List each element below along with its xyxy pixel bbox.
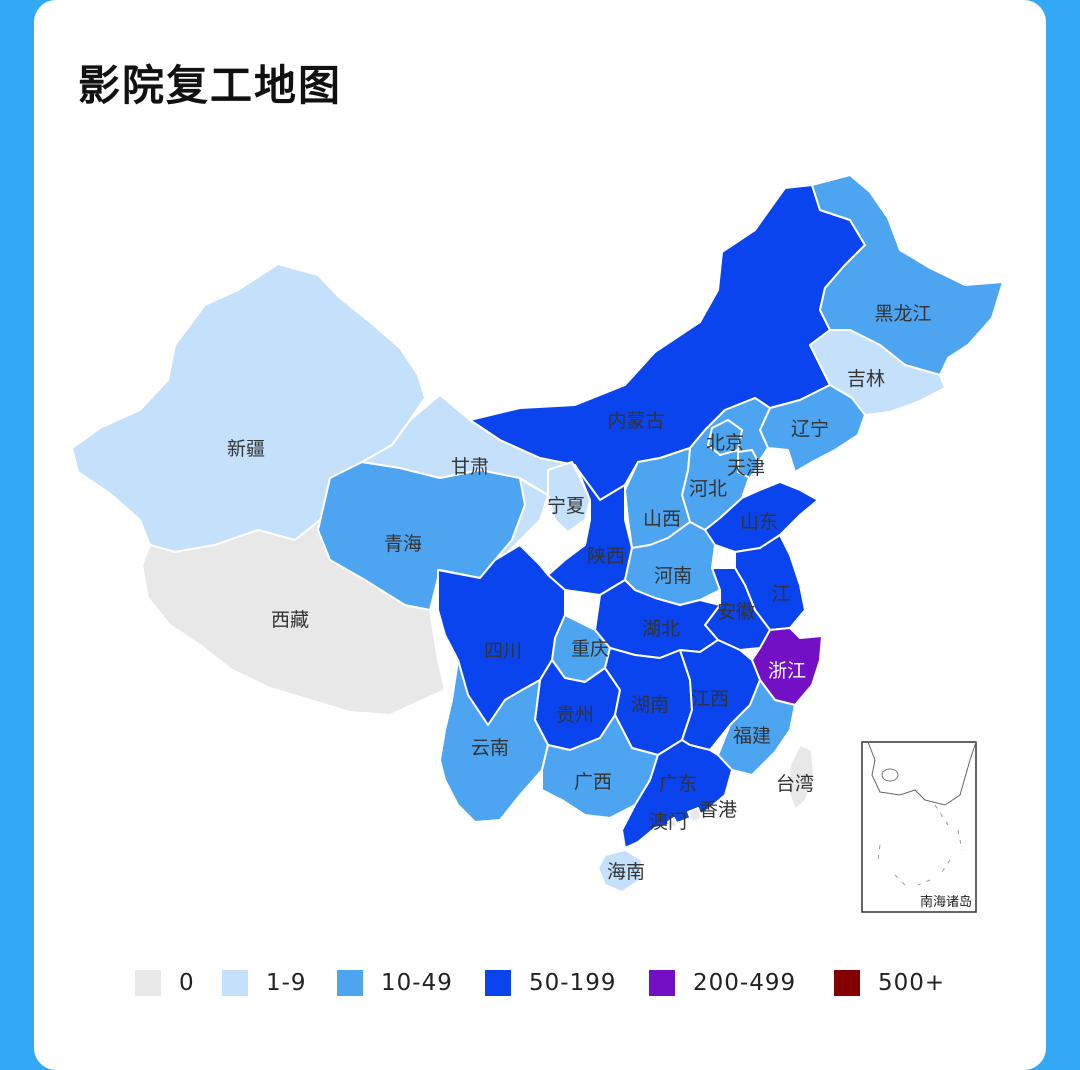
label-xinjiang: 新疆 xyxy=(227,438,265,460)
label-henan: 河南 xyxy=(654,565,692,587)
legend-swatch-0 xyxy=(135,970,161,996)
label-qinghai: 青海 xyxy=(384,533,422,555)
label-shaanxi: 陕西 xyxy=(587,545,625,567)
legend-label-0: 0 xyxy=(179,970,195,996)
region-xianggang[interactable] xyxy=(687,807,703,823)
legend: 0 1-9 10-49 50-199 200-499 500+ xyxy=(0,966,1080,1000)
legend-item-200-499[interactable]: 200-499 xyxy=(649,966,796,1000)
legend-label-1-9: 1-9 xyxy=(266,970,307,996)
legend-swatch-500-plus xyxy=(834,970,860,996)
label-jiangsu: 江 xyxy=(771,583,790,605)
legend-label-10-49: 10-49 xyxy=(381,970,453,996)
label-hainan: 海南 xyxy=(607,861,645,883)
label-fujian: 福建 xyxy=(733,725,771,747)
label-jiangxi: 江西 xyxy=(691,688,729,710)
region-fujian[interactable] xyxy=(717,679,796,776)
label-taiwan: 台湾 xyxy=(776,773,814,795)
label-chongqing: 重庆 xyxy=(571,638,609,660)
label-tianjin: 天津 xyxy=(727,457,765,479)
label-neimenggu: 内蒙古 xyxy=(607,410,664,432)
legend-swatch-1-9 xyxy=(222,970,248,996)
label-ningxia: 宁夏 xyxy=(547,495,585,517)
legend-item-50-199[interactable]: 50-199 xyxy=(485,966,616,1000)
label-yunnan: 云南 xyxy=(471,737,509,759)
legend-item-500-plus[interactable]: 500+ xyxy=(834,966,945,1000)
label-beijing: 北京 xyxy=(706,432,744,454)
label-guangdong: 广东 xyxy=(659,773,697,795)
label-sichuan: 四川 xyxy=(484,640,522,662)
label-jilin: 吉林 xyxy=(847,368,885,390)
region-anhui[interactable] xyxy=(704,567,771,651)
label-hunan: 湖南 xyxy=(631,694,669,716)
map-title: 影院复工地图 xyxy=(78,61,343,110)
region-tianjin[interactable] xyxy=(737,449,761,479)
region-xizang[interactable] xyxy=(141,519,446,716)
label-hubei: 湖北 xyxy=(642,618,680,640)
label-xizang: 西藏 xyxy=(271,609,309,631)
legend-swatch-50-199 xyxy=(485,970,511,996)
region-aomen[interactable] xyxy=(667,817,679,829)
region-beijing[interactable] xyxy=(707,419,743,456)
legend-swatch-200-499 xyxy=(649,970,675,996)
legend-label-500-plus: 500+ xyxy=(878,970,946,996)
label-gansu: 甘肃 xyxy=(451,456,489,478)
label-anhui: 安徽 xyxy=(717,601,755,623)
region-zhejiang[interactable] xyxy=(751,627,823,706)
region-shaanxi[interactable] xyxy=(547,469,633,596)
label-xianggang: 香港 xyxy=(699,799,737,821)
label-heilongjiang: 黑龙江 xyxy=(874,303,931,325)
label-guizhou: 贵州 xyxy=(556,704,594,726)
legend-swatch-10-49 xyxy=(337,970,363,996)
legend-item-10-49[interactable]: 10-49 xyxy=(337,966,453,1000)
label-aomen: 澳门 xyxy=(649,811,687,833)
legend-item-1-9[interactable]: 1-9 xyxy=(222,966,307,1000)
label-zhejiang: 浙江 xyxy=(768,660,806,682)
label-hebei: 河北 xyxy=(689,478,727,500)
label-shanxi: 山西 xyxy=(643,508,681,530)
legend-item-0[interactable]: 0 xyxy=(135,966,195,1000)
label-guangxi: 广西 xyxy=(574,771,612,793)
region-taiwan[interactable] xyxy=(787,744,815,811)
region-ningxia[interactable] xyxy=(547,461,591,533)
south-china-sea-inset: 南海诸岛 xyxy=(861,741,977,913)
label-nanhai: 南海诸岛 xyxy=(920,894,972,910)
region-hainan[interactable] xyxy=(597,849,643,893)
region-yunnan[interactable] xyxy=(439,659,549,823)
legend-label-200-499: 200-499 xyxy=(693,970,797,996)
label-liaoning: 辽宁 xyxy=(791,418,829,440)
legend-label-50-199: 50-199 xyxy=(529,970,617,996)
label-shandong: 山东 xyxy=(740,511,778,533)
